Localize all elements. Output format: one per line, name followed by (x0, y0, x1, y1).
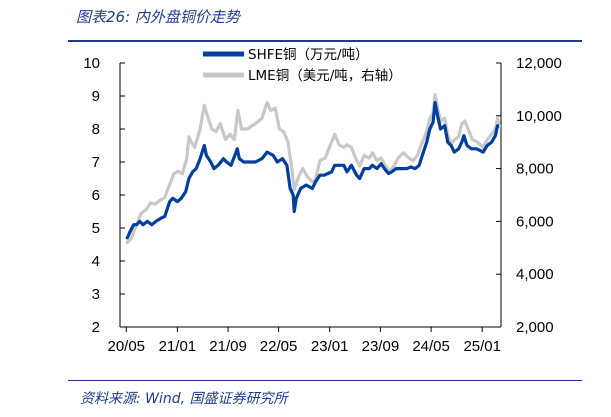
legend-item-lme-label: LME铜（美元/吨，右轴） (248, 68, 402, 84)
x-tick-label: 24/05 (412, 338, 450, 355)
y-right-tick-label: 8,000 (516, 161, 554, 178)
chart-legend: SHFE铜（万元/吨） LME铜（美元/吨，右轴） (203, 47, 402, 84)
y-left-tick-label: 10 (83, 55, 100, 72)
y-left-tick-label: 7 (92, 154, 100, 171)
y-left-tick-label: 4 (92, 253, 100, 270)
y-left-tick-label: 6 (92, 187, 100, 204)
series-line-shfe (125, 100, 500, 240)
y-left-tick-label: 9 (92, 88, 100, 105)
figure-source: 资料来源: Wind, 国盛证券研究所 (80, 391, 288, 407)
x-tick-label: 21/09 (209, 338, 247, 355)
y-right-tick-label: 4,000 (516, 266, 554, 283)
y-right-tick-label: 10,000 (516, 108, 562, 125)
top-rule (68, 40, 582, 42)
bottom-rule (68, 380, 582, 381)
y-left-tick-label: 3 (92, 286, 100, 303)
y-right-tick-label: 6,000 (516, 213, 554, 230)
chart-series (125, 93, 502, 245)
chart-axes: 2 3 4 5 6 7 8 9 10 2,000 4,000 6,000 8,000 10,000 12,0… (83, 55, 562, 355)
x-tick-label: 21/01 (159, 338, 197, 355)
x-tick-label: 20/05 (107, 338, 145, 355)
y-right-tick-label: 12,000 (516, 55, 562, 72)
series-line-lme (125, 93, 502, 245)
y-left-tick-label: 2 (92, 319, 100, 336)
y-right-tick-label: 2,000 (516, 319, 554, 336)
x-tick-label: 23/09 (362, 338, 400, 355)
x-tick-label: 23/01 (311, 338, 349, 355)
y-left-tick-label: 5 (92, 220, 100, 237)
legend-item-shfe-label: SHFE铜（万元/吨） (248, 47, 369, 63)
x-tick-label: 22/05 (260, 338, 298, 355)
x-tick-label: 25/01 (463, 338, 501, 355)
y-left-tick-label: 8 (92, 121, 100, 138)
figure-title: 图表26: 内外盘铜价走势 (76, 8, 240, 26)
